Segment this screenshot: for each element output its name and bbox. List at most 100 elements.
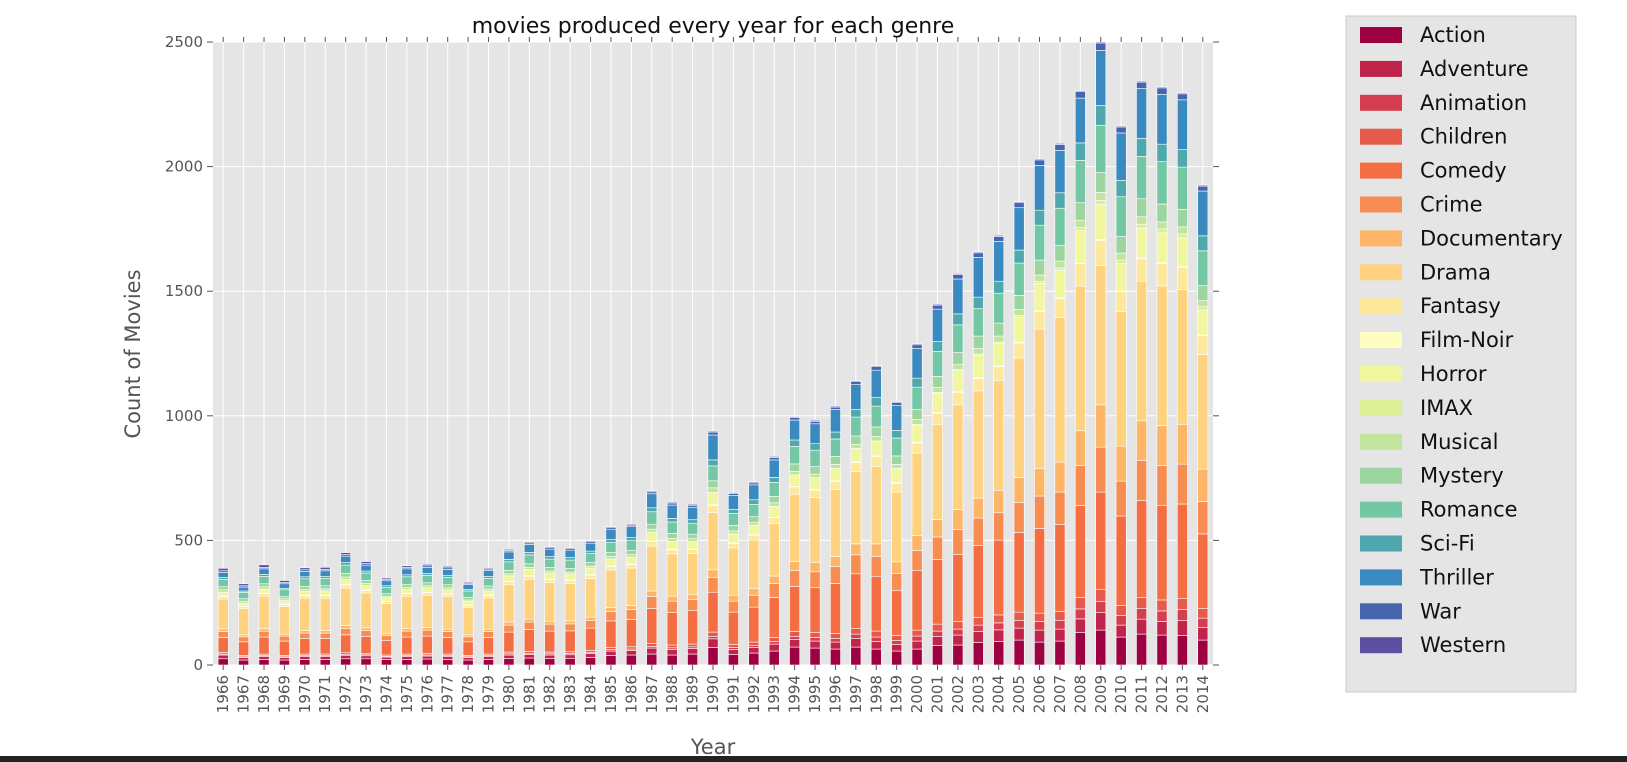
bar-segment [952,273,964,275]
bar-segment [605,539,617,543]
bar-segment [768,641,780,645]
x-tick-label: 1976 [418,675,436,713]
bar-segment [319,630,331,634]
bar-segment [809,562,821,573]
bar-segment [1074,597,1086,610]
bar-segment [625,537,637,541]
bar-segment [503,658,515,666]
bar-segment [707,647,719,666]
bar-segment [1095,446,1107,493]
y-tick-label: 500 [174,531,203,549]
legend-label: Thriller [1419,565,1494,589]
bar-segment [646,531,658,542]
bar-segment [360,655,372,660]
bar-segment [748,481,760,484]
bar-segment [932,645,943,666]
bar-segment [666,595,678,602]
bar-segment [1176,620,1188,636]
bar-segment [768,650,780,666]
bar-segment [605,655,617,666]
x-tick-label: 1973 [357,675,375,713]
bar-segment [830,456,841,465]
bar-segment [503,549,515,551]
bar-segment [564,583,576,622]
bar-segment [1074,618,1086,633]
bar-segment [279,657,290,661]
bar-segment [1054,620,1066,630]
bar-segment [870,648,882,666]
bar-segment [809,571,821,589]
bar-segment [789,439,801,447]
bar-segment [891,401,903,403]
bar-segment [768,517,780,525]
legend-label: Animation [1420,91,1527,115]
bar-segment [238,583,250,587]
bar-segment [564,573,576,581]
bar-segment [238,592,250,600]
legend-label: Comedy [1420,159,1507,183]
bar-segment [523,578,535,620]
bar-segment [993,236,1005,242]
legend-swatch [1360,230,1402,247]
bar-segment [891,644,903,652]
bar-segment [585,578,596,618]
bar-segment [911,347,923,379]
bar-segment [972,642,984,666]
bar-segment [972,335,984,349]
bar-segment [319,597,331,631]
bar-segment [299,638,311,655]
bar-segment [1095,124,1107,173]
x-tick-label: 1989 [684,675,702,713]
bar-segment [850,638,862,648]
bar-segment [564,568,576,573]
bar-segment [442,631,454,638]
bar-segment [952,554,964,622]
bar-segment [1095,264,1107,406]
bar-segment [891,640,903,645]
bar-segment [1136,633,1147,666]
bar-segment [1197,185,1209,192]
bar-segment [952,363,964,370]
bar-segment [952,274,964,280]
bar-segment [952,324,964,353]
bar-segment [993,490,1005,514]
bar-segment [768,459,780,478]
bar-segment [217,654,229,660]
bar-segment [1197,354,1209,470]
bar-segment [564,557,576,561]
bar-segment [1074,285,1086,432]
bar-segment [217,589,229,593]
bar-segment [870,466,882,545]
bar-segment [605,620,617,648]
bar-segment [666,549,678,555]
bar-segment [952,509,964,530]
bar-segment [830,489,841,557]
bar-segment [1156,94,1168,145]
bar-segment [1156,203,1168,223]
x-tick-label: 2012 [1153,675,1171,713]
bar-segment [625,567,637,606]
bar-segment [1176,423,1188,465]
bar-segment [952,634,964,646]
bar-segment [646,523,658,530]
bar-segment [1054,144,1066,151]
bar-segment [870,641,882,650]
bar-segment [564,547,576,549]
bar-segment [1095,41,1107,44]
bar-segment [666,612,678,646]
bar-segment [911,570,923,631]
bar-segment [952,392,964,406]
bar-segment [993,322,1005,337]
bar-segment [666,649,678,656]
bar-segment [666,518,678,523]
bar-segment [911,344,923,349]
bar-segment [1013,249,1025,264]
bar-segment [421,655,433,660]
bar-segment [544,546,556,548]
bar-segment [381,593,392,597]
bar-segment [748,499,760,505]
bar-segment [850,471,862,545]
bar-segment [891,650,903,666]
bar-segment [707,591,719,633]
bar-segment [972,545,984,618]
